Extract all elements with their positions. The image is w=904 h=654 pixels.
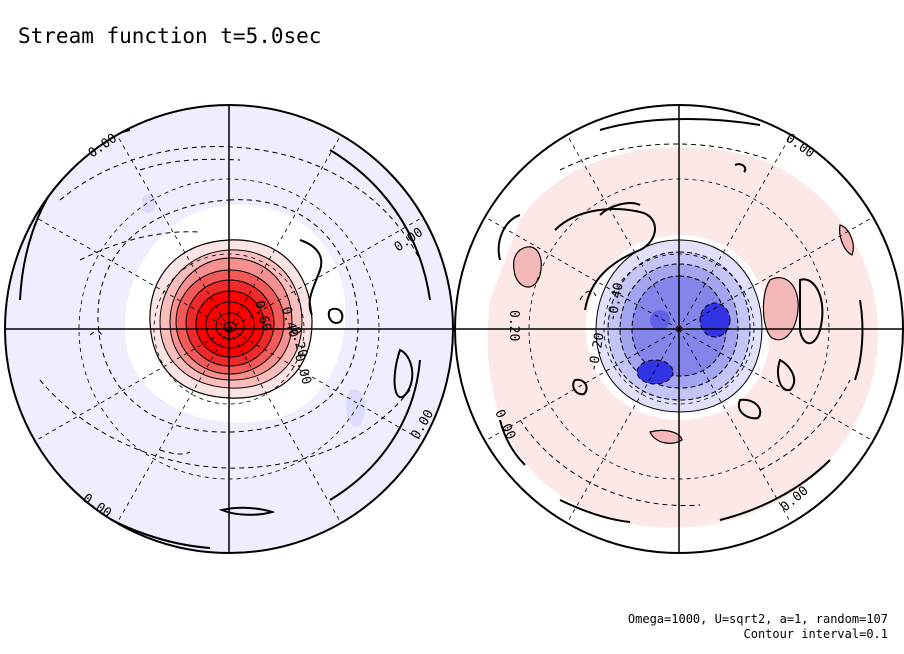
left-negative-patch-2 — [345, 389, 366, 427]
right-dashed-contours — [519, 143, 851, 507]
right-boundary — [454, 104, 904, 554]
right-solid-contours — [497, 118, 864, 523]
right-label-west: 0.20 — [506, 310, 521, 341]
right-positive-patch-3 — [649, 429, 683, 444]
left-contour-inner-1 — [205, 301, 255, 349]
left-contour-inner-3 — [223, 321, 237, 333]
right-label-core: -0.40 — [605, 282, 627, 323]
right-positive-patch-2 — [762, 277, 799, 341]
left-positive-core — [195, 290, 265, 358]
left-contour-inner-2 — [215, 312, 245, 340]
left-hemisphere: 0.00 0.00 0.60 0.40 0.20 0.00 0.00 0.00 — [4, 104, 454, 554]
left-dashed-contours — [39, 146, 421, 469]
left-meridians — [34, 134, 424, 524]
right-label-ring: -0.20 — [586, 332, 608, 373]
right-positive-band — [487, 147, 879, 528]
right-positive-patch-4 — [839, 224, 854, 256]
right-negative-core-west — [650, 310, 670, 330]
plot-title: Stream function t=5.0sec — [18, 24, 322, 48]
left-negative-patch — [141, 193, 156, 214]
left-boundary — [4, 104, 454, 554]
right-negative-core-south — [636, 359, 674, 385]
right-hemisphere: 0.00 0.20 -0.40 -0.20 0.00 0.00 — [454, 104, 904, 554]
right-meridians — [484, 134, 874, 524]
left-latitude-circles — [78, 178, 380, 480]
right-latitude-circles — [528, 178, 830, 480]
right-positive-patch-1 — [513, 246, 542, 288]
footnote: Omega=1000, U=sqrt2, a=1, random=107 Con… — [628, 612, 888, 642]
footnote-interval: Contour interval=0.1 — [743, 627, 889, 641]
footnote-params: Omega=1000, U=sqrt2, a=1, random=107 — [627, 612, 888, 626]
